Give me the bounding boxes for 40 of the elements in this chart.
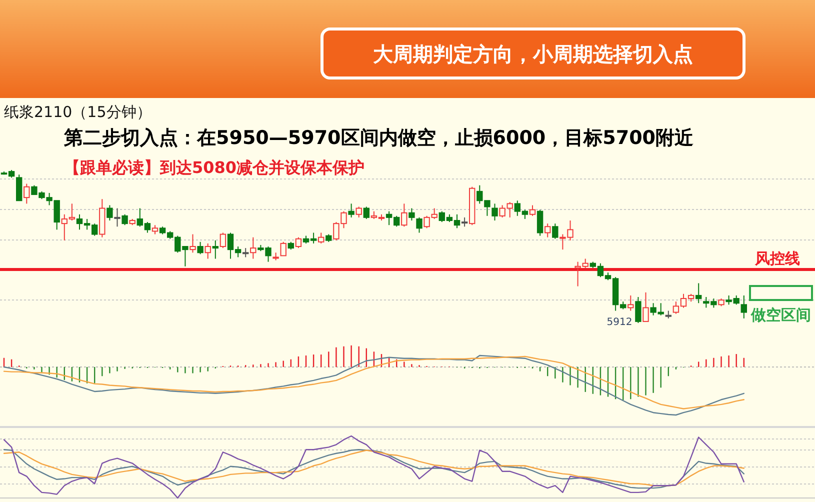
candlestick bbox=[197, 241, 204, 255]
candlestick bbox=[416, 216, 422, 234]
candlestick bbox=[318, 232, 324, 244]
candlestick bbox=[280, 241, 286, 256]
candlestick bbox=[220, 232, 226, 249]
candlestick bbox=[212, 240, 218, 260]
chart-subtitle: 纸浆2110（15分钟） bbox=[4, 103, 152, 121]
candlestick bbox=[696, 282, 702, 304]
candlestick bbox=[461, 216, 468, 228]
candlestick bbox=[529, 204, 536, 216]
text: 做空区间 bbox=[750, 306, 811, 324]
candlestick bbox=[114, 208, 120, 228]
candlestick bbox=[356, 206, 362, 218]
candlestick bbox=[642, 292, 649, 322]
candlestick bbox=[16, 174, 22, 202]
candlestick bbox=[348, 203, 354, 218]
annotation: 【跟单必读】到达5080减仓并设保本保护 bbox=[64, 158, 365, 177]
candlestick bbox=[363, 206, 370, 220]
candlestick bbox=[152, 224, 158, 235]
candlestick bbox=[295, 236, 302, 249]
candlestick bbox=[106, 204, 113, 221]
candlestick bbox=[740, 294, 747, 319]
text: 第二步切入点：在5950—5970区间内做空，止损6000，目标5700附近 bbox=[64, 127, 694, 149]
candlestick bbox=[122, 214, 128, 226]
candlestick bbox=[190, 234, 196, 254]
ref-line-label: 风控线 bbox=[754, 249, 800, 268]
candlestick bbox=[552, 223, 558, 240]
candlestick bbox=[250, 236, 256, 260]
candlestick bbox=[24, 183, 30, 204]
candlestick bbox=[492, 203, 498, 221]
candlestick bbox=[544, 223, 551, 238]
candlestick bbox=[536, 209, 544, 236]
candlestick bbox=[242, 248, 249, 258]
annotation: 5912 bbox=[606, 317, 632, 328]
candlestick bbox=[408, 208, 415, 221]
chart-title: 大周期判定方向，小周期选择切入点 bbox=[373, 42, 693, 66]
candlestick bbox=[401, 203, 408, 228]
candlestick bbox=[204, 242, 211, 260]
candlestick bbox=[635, 296, 642, 324]
candlestick bbox=[628, 294, 634, 312]
